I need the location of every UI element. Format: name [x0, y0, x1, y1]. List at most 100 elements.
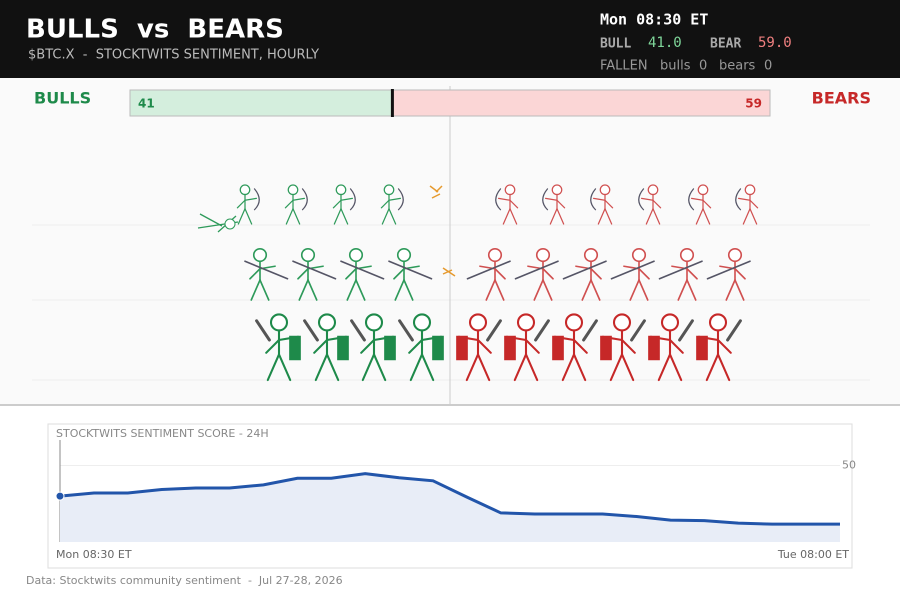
- soldier: [388, 247, 433, 301]
- leg: [388, 208, 397, 225]
- leg: [590, 279, 601, 301]
- bow: [495, 188, 502, 211]
- leg: [465, 353, 480, 382]
- soldier: [466, 247, 511, 301]
- leg: [702, 208, 711, 225]
- soldier: [610, 247, 655, 301]
- soldier: [340, 247, 385, 301]
- shield: [456, 335, 468, 361]
- bear-value: 59.0: [758, 35, 792, 51]
- arm: [494, 267, 506, 280]
- arm: [737, 197, 751, 201]
- leg: [361, 353, 376, 382]
- spear: [466, 260, 511, 280]
- arm: [497, 197, 511, 201]
- bow: [542, 188, 549, 211]
- chart-title: STOCKTWITS SENTIMENT SCORE - 24H: [56, 427, 269, 440]
- head: [551, 184, 563, 196]
- bull-value: 41.0: [648, 35, 682, 51]
- leg: [494, 279, 505, 301]
- sword: [255, 319, 271, 342]
- soldier: [495, 184, 519, 225]
- soldier: [706, 247, 751, 301]
- head: [660, 313, 680, 332]
- head: [300, 247, 316, 263]
- leg: [285, 208, 294, 225]
- subtitle: $BTC.X - STOCKTWITS SENTIMENT, HOURLY: [28, 48, 319, 63]
- head: [612, 313, 632, 332]
- leg: [542, 279, 553, 301]
- arm: [249, 267, 261, 280]
- leg: [266, 353, 281, 382]
- soldier: [456, 313, 502, 382]
- leg: [403, 279, 414, 301]
- arm: [749, 199, 759, 209]
- arm: [702, 199, 712, 209]
- x-tick-label: Mon 08:30 ET: [56, 548, 132, 561]
- arm: [476, 338, 492, 354]
- leg: [597, 208, 606, 225]
- arm: [408, 338, 424, 354]
- soldier: [688, 184, 712, 225]
- shield: [337, 335, 349, 361]
- bow: [397, 188, 404, 211]
- leg: [325, 353, 340, 382]
- leg: [409, 353, 424, 382]
- arm: [604, 199, 614, 209]
- line: [59, 472, 840, 526]
- clash: [429, 185, 456, 277]
- leg: [725, 279, 736, 301]
- leg: [355, 279, 366, 301]
- bears-label: BEARS: [812, 89, 871, 108]
- arm: [297, 267, 309, 280]
- bull-label: BULL: [600, 37, 631, 52]
- arm: [620, 338, 636, 354]
- arm: [265, 338, 281, 354]
- leg: [686, 279, 697, 301]
- head: [727, 247, 743, 263]
- leg: [561, 353, 576, 382]
- meter: 41 59: [129, 89, 771, 117]
- head: [631, 247, 647, 263]
- soldier: [735, 184, 759, 225]
- shield: [648, 335, 660, 361]
- armies: [197, 184, 759, 382]
- point: [55, 491, 65, 501]
- leg: [604, 208, 613, 225]
- sword: [486, 319, 502, 342]
- x-tick-label: Tue 08:00 ET: [777, 548, 849, 561]
- leg: [657, 353, 672, 382]
- head: [317, 313, 337, 332]
- spear: [292, 260, 337, 280]
- spear: [388, 260, 433, 280]
- soldier: [244, 247, 289, 301]
- shield: [384, 335, 396, 361]
- soldier: [638, 184, 662, 225]
- arm: [590, 267, 602, 280]
- shield: [600, 335, 612, 361]
- head: [647, 184, 659, 196]
- leg: [581, 279, 592, 301]
- head: [744, 184, 756, 196]
- leg: [298, 279, 309, 301]
- leg: [645, 208, 654, 225]
- header-bar: [0, 0, 900, 78]
- shield: [552, 335, 564, 361]
- clock: Mon 08:30 ET: [600, 11, 708, 29]
- arm: [686, 267, 698, 280]
- sword: [726, 319, 742, 342]
- leg: [638, 279, 649, 301]
- area: [60, 473, 840, 542]
- leg: [533, 279, 544, 301]
- spear: [658, 260, 703, 280]
- fallen-label: FALLEN: [600, 59, 648, 74]
- head: [269, 313, 289, 332]
- sword: [630, 319, 646, 342]
- arm: [542, 267, 554, 280]
- spear: [514, 260, 559, 280]
- head: [396, 247, 412, 263]
- bow: [349, 188, 356, 211]
- leg: [346, 279, 357, 301]
- soldier: [350, 313, 396, 382]
- leg: [695, 208, 704, 225]
